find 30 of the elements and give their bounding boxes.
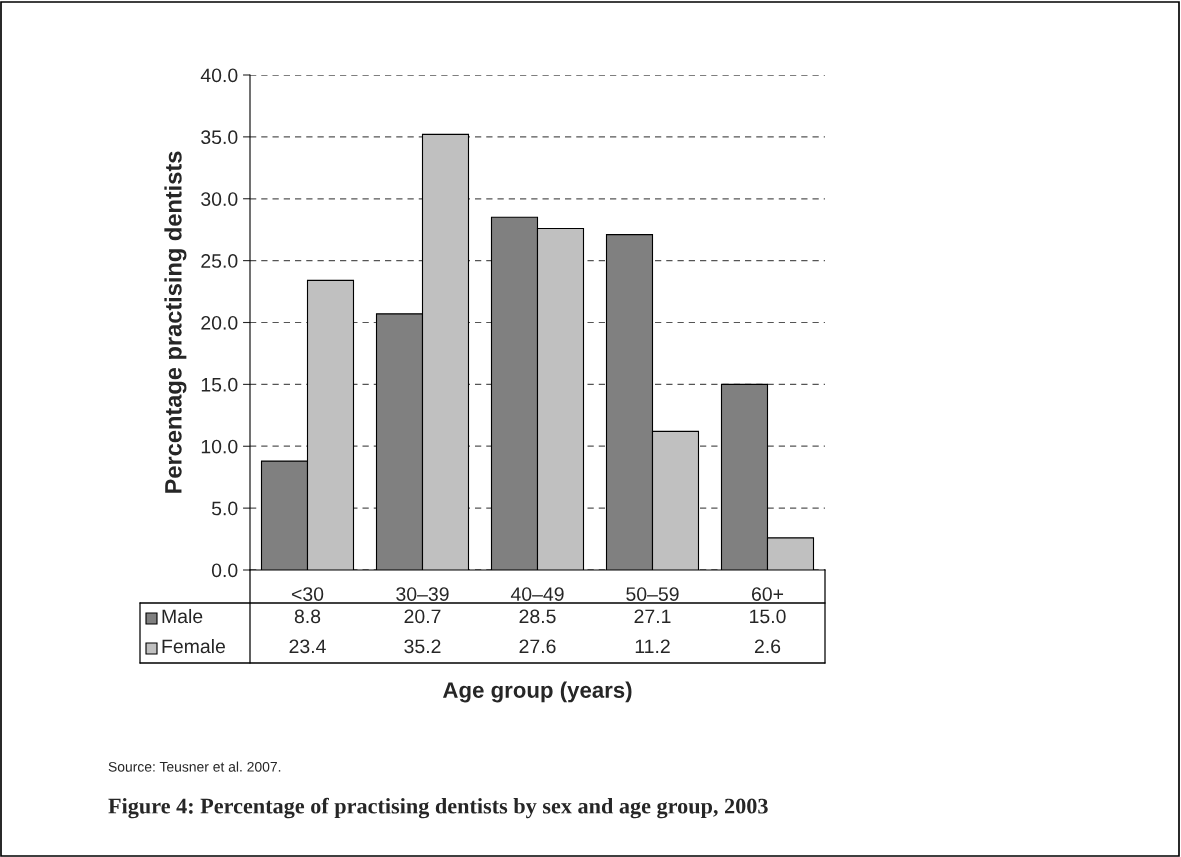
y-tick-label: 40.0	[200, 68, 238, 83]
legend-label: Female	[162, 638, 225, 654]
x-tick-label: 40–49	[510, 587, 564, 601]
x-tick-label: <30	[291, 587, 324, 601]
y-tick-label: 15.0	[201, 377, 238, 392]
data-label: 11.2	[635, 639, 670, 654]
data-label: 28.5	[519, 609, 556, 624]
y-tick-label: 35.0	[201, 130, 238, 145]
data-label: 8.8	[294, 609, 321, 624]
y-tick-label: 0.0	[211, 563, 238, 578]
y-tick-label: 20.0	[201, 315, 238, 330]
data-label: 27.1	[634, 609, 671, 624]
x-tick-label: 50–59	[626, 587, 679, 601]
legend-label: Male	[162, 608, 203, 624]
data-label: 15.0	[750, 609, 786, 624]
text: Figure 4: Percentage of practising dentists by sex and age group, 2003	[108, 797, 768, 819]
y-tick-label: 10.0	[201, 439, 238, 454]
y-tick-label: 5.0	[211, 501, 238, 516]
x-axis-title: Age group (years)	[442, 681, 632, 703]
data-label: 35.2	[404, 639, 441, 654]
data-label: 2.6	[754, 639, 781, 654]
x-tick-label: 60+	[752, 587, 784, 601]
data-label: 20.7	[404, 609, 441, 624]
data-label: 23.4	[289, 639, 326, 654]
x-tick-label: 30–39	[396, 587, 449, 601]
y-tick-label: 25.0	[201, 254, 238, 268]
y-axis-title: Percentage practising dentists	[164, 151, 187, 493]
y-tick-label: 30.0	[201, 192, 238, 206]
source-note: Source: Teusner et al. 2007.	[108, 761, 281, 772]
data-label: 27.6	[519, 639, 556, 654]
